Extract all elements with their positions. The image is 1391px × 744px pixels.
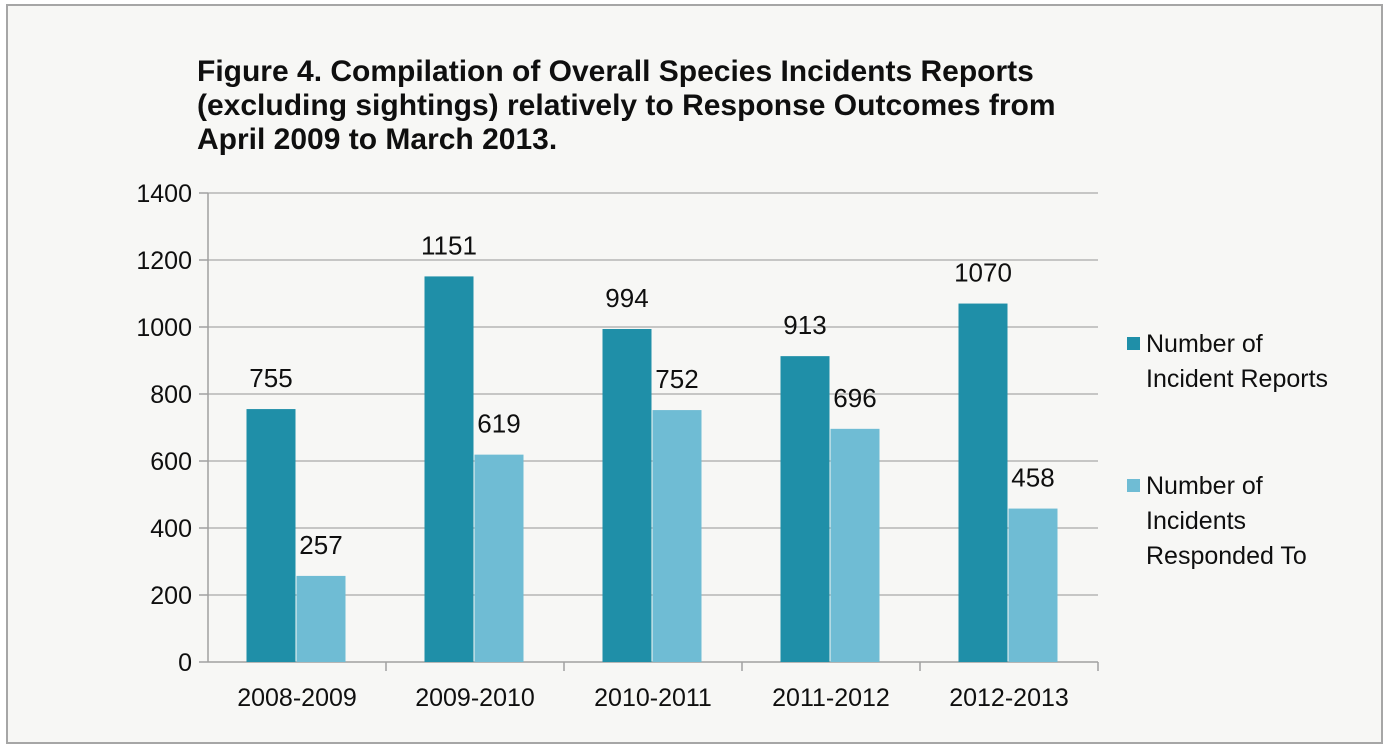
y-tick-label: 1400 xyxy=(136,180,192,208)
y-tick-label: 400 xyxy=(150,515,192,543)
chart-title-line-1: Figure 4. Compilation of Overall Species… xyxy=(197,55,1034,88)
x-tick-label: 2009-2010 xyxy=(415,684,535,712)
legend-label: Number of xyxy=(1146,472,1263,500)
x-tick-label: 2008-2009 xyxy=(237,684,357,712)
x-tick-label: 2011-2012 xyxy=(772,684,890,712)
data-label: 913 xyxy=(783,310,826,340)
y-tick-label: 600 xyxy=(150,448,192,476)
x-tick-label: 2010-2011 xyxy=(594,684,712,712)
y-tick-label: 200 xyxy=(150,582,192,610)
bar xyxy=(958,303,1008,662)
y-tick-label: 1000 xyxy=(136,314,192,342)
y-tick-label: 1200 xyxy=(136,247,192,275)
bar xyxy=(296,575,346,662)
chart-title-line-2: (excluding sightings) relatively to Resp… xyxy=(197,89,1056,122)
legend-swatch xyxy=(1127,337,1140,350)
bar xyxy=(602,329,652,662)
data-label: 458 xyxy=(1011,463,1054,493)
data-label: 1070 xyxy=(954,258,1012,288)
legend-label: Incidents xyxy=(1146,507,1246,535)
chart-title: Figure 4. Compilation of Overall Species… xyxy=(197,55,1257,157)
data-label: 696 xyxy=(833,383,876,413)
data-label: 755 xyxy=(249,363,292,393)
data-label: 752 xyxy=(655,364,698,394)
bar xyxy=(474,454,524,662)
bar xyxy=(830,428,880,662)
bar xyxy=(652,410,702,662)
data-label: 257 xyxy=(299,530,342,560)
legend-label: Incident Reports xyxy=(1146,365,1328,393)
legend-label: Responded To xyxy=(1146,542,1307,570)
x-tick-label: 2012-2013 xyxy=(949,684,1069,712)
legend-label: Number of xyxy=(1146,330,1263,358)
chart-title-line-3: April 2009 to March 2013. xyxy=(197,123,558,156)
data-label: 619 xyxy=(477,409,520,439)
y-tick-label: 0 xyxy=(178,649,192,677)
bar-chart: 0 200 400 600 800 1000 1200 1400 2008-2009 755 257… xyxy=(136,180,1328,712)
data-label: 994 xyxy=(605,283,648,313)
legend-swatch xyxy=(1127,479,1140,492)
bar xyxy=(246,409,296,662)
bar xyxy=(424,276,474,662)
bar xyxy=(1008,508,1058,662)
data-label: 1151 xyxy=(421,230,477,260)
bar xyxy=(780,356,830,662)
y-tick-label: 800 xyxy=(150,381,192,409)
